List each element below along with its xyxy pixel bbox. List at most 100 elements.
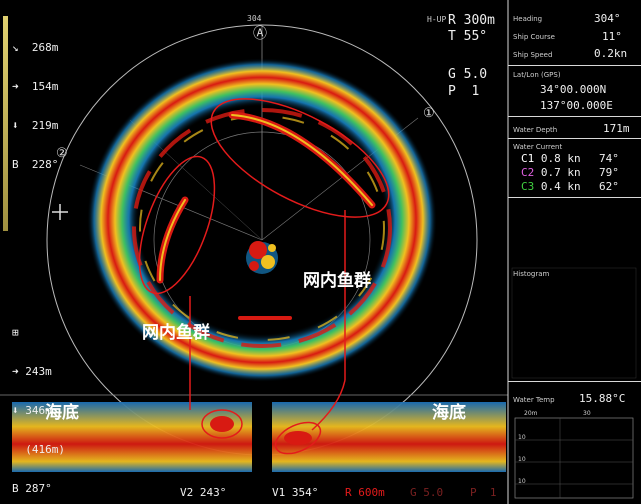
- annotation-ellipse-right: [210, 98, 390, 218]
- ship-course-label: Ship Course: [513, 33, 555, 41]
- down-arrow-icon: ⬇: [12, 404, 19, 417]
- bearing-mark-a-icon: Ⓐ: [253, 26, 267, 42]
- histogram-label: Histogram: [513, 270, 550, 278]
- ship-course-value: 11°: [602, 30, 622, 43]
- readout-row: ↘ 268m: [12, 41, 58, 54]
- current-c2-dir: 79°: [599, 166, 619, 179]
- current-c1-row: C1 0.8 kn: [521, 152, 581, 165]
- temp-axis-tick: 10: [518, 478, 526, 485]
- current-speed: 0.8 kn: [540, 152, 581, 165]
- temp-axis-tick: 10: [518, 456, 526, 463]
- fish-school-echo-right-edge: [231, 114, 373, 206]
- net-echo-ring-inner2: [139, 115, 385, 341]
- readout-value: (416m): [25, 443, 65, 456]
- readout-value: 219m: [31, 119, 59, 132]
- v1-readout[interactable]: V1 354°: [272, 486, 319, 499]
- panel-divider: [508, 65, 641, 66]
- latitude-value: 34°00.000N: [540, 83, 607, 96]
- temp-axis-mid: 30: [583, 410, 591, 417]
- temp-axis-top: 20m: [524, 410, 538, 417]
- water-temp-value: 15.88°C: [579, 392, 626, 405]
- gain-readout[interactable]: G 5.0: [448, 67, 488, 82]
- panel-divider: [508, 138, 641, 139]
- current-c1-dir: 74°: [599, 152, 619, 165]
- water-depth-label: Water Depth: [513, 126, 558, 134]
- annotation-leader-right-curve: [311, 379, 346, 431]
- current-speed: 0.4 kn: [540, 180, 581, 193]
- down-arrow-icon: ⬇: [12, 119, 19, 132]
- readout-row: ⬇ 219m: [12, 119, 58, 132]
- ship-speed-value: 0.2kn: [594, 47, 628, 60]
- heading-tag: 304: [247, 14, 262, 23]
- seabed-band-left: [12, 402, 252, 472]
- net-echo-ring-inner: [132, 108, 392, 348]
- bottom-program-readout[interactable]: P 1: [470, 486, 497, 499]
- current-c3-row: C3 0.4 kn: [521, 180, 581, 193]
- current-name: C2: [521, 166, 535, 179]
- current-name: C1: [521, 152, 535, 165]
- panel-divider: [508, 197, 641, 198]
- histogram-area: [511, 267, 637, 379]
- top-left-readout: ↘ 268m ➜ 154m ⬇ 219m B 228°: [12, 15, 58, 197]
- annotation-ellipse-bottom-right: [274, 421, 322, 455]
- readout-value: 346m: [25, 404, 52, 417]
- panel-divider: [508, 116, 641, 117]
- readout-row: (416m): [12, 443, 65, 456]
- marker-two-icon: ②: [56, 146, 68, 161]
- panel-divider: [508, 381, 641, 382]
- annotation-seabed-left: 海底: [45, 403, 79, 423]
- readout-row: B 287°: [12, 482, 65, 495]
- range-readout[interactable]: R 300m: [448, 13, 495, 28]
- longitude-value: 137°00.000E: [540, 99, 613, 112]
- cursor-cross-icon: [52, 204, 68, 220]
- temp-axis-tick: 10: [518, 434, 526, 441]
- bearing-icon: B: [12, 158, 19, 171]
- bottom-gain-readout[interactable]: G 5.0: [410, 486, 444, 499]
- readout-row: B 228°: [12, 158, 58, 171]
- annotation-ellipse-bottom-left: [201, 409, 243, 439]
- current-name: C3: [521, 180, 535, 193]
- water-current-label: Water Current: [513, 143, 563, 151]
- fish-echo-bottom-left: [210, 416, 234, 432]
- annotation-overlay: [138, 98, 390, 455]
- program-readout[interactable]: P 1: [448, 84, 480, 99]
- bottom-left-readout: ⊞ ➜ 243m ⬇ 346m (416m) B 287°: [12, 300, 65, 504]
- water-temp-label: Water Temp: [513, 396, 555, 404]
- water-depth-value: 171m: [603, 122, 630, 135]
- v2-readout[interactable]: V2 243°: [180, 486, 227, 499]
- readout-value: 268m: [31, 41, 59, 54]
- annotation-seabed-right: 海底: [432, 403, 466, 423]
- readout-value: 228°: [31, 158, 59, 171]
- fish-school-echo-left-edge: [159, 199, 186, 281]
- readout-value: 287°: [25, 482, 52, 495]
- latlon-label: Lat/Lon (GPS): [513, 71, 561, 79]
- annotation-ellipse-left: [138, 155, 216, 295]
- heading-label: Heading: [513, 15, 543, 23]
- bottom-range-readout[interactable]: R 600m: [345, 486, 385, 499]
- heading-value: 304°: [594, 12, 621, 25]
- target-icon: ⊞: [12, 326, 19, 339]
- readout-row: ⬇ 346m: [12, 404, 65, 417]
- readout-row: ➜ 243m: [12, 365, 65, 378]
- readout-row: ➜ 154m: [12, 80, 58, 93]
- bearing-icon: B: [12, 482, 19, 495]
- current-speed: 0.7 kn: [540, 166, 581, 179]
- center-echo-cluster: [246, 241, 278, 274]
- ship-speed-label: Ship Speed: [513, 51, 553, 59]
- tilt-readout[interactable]: T 55°: [448, 29, 488, 44]
- fish-echo-bottom-right: [284, 431, 312, 445]
- marker-one-icon: ①: [423, 106, 435, 121]
- bottom-bar-bg: [12, 484, 506, 504]
- annotation-fish-in-net-left: 网内鱼群: [142, 323, 210, 343]
- right-arrow-icon: ➜: [12, 80, 19, 93]
- current-c2-row: C2 0.7 kn: [521, 166, 581, 179]
- seabed-gap: [252, 395, 272, 485]
- water-temp-graph: [514, 417, 634, 499]
- color-scale-bar: [3, 16, 8, 231]
- display-mode: H-UP: [427, 15, 447, 24]
- readout-value: 243m: [25, 365, 52, 378]
- right-arrow-icon: ➜: [12, 365, 19, 378]
- diagonal-arrow-icon: ↘: [12, 41, 19, 54]
